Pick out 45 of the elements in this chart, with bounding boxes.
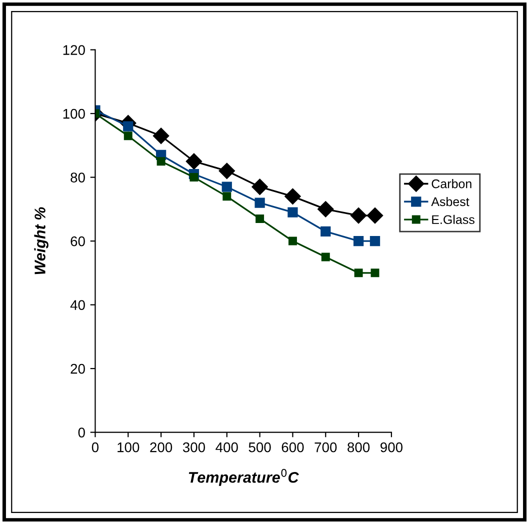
y-tick-label: 20 xyxy=(70,364,85,374)
x-tick-label: 100 xyxy=(118,442,140,452)
point xyxy=(256,214,264,223)
point xyxy=(222,182,232,192)
y-tick-label: 60 xyxy=(70,236,85,246)
point xyxy=(254,198,265,208)
point xyxy=(288,236,297,246)
x-tick-label: 900 xyxy=(380,442,403,452)
x-tick-label: 300 xyxy=(182,442,206,452)
y-axis-title: Weight % xyxy=(34,207,48,274)
x-axis-title: Temperature$^{0}$C xyxy=(188,468,299,486)
point xyxy=(124,132,132,140)
point xyxy=(354,268,363,278)
x-tick-label: 800 xyxy=(348,442,370,452)
point xyxy=(350,207,367,224)
x-tick-label: 700 xyxy=(314,442,337,452)
x-tick-label: 500 xyxy=(248,442,271,452)
y-tick-label: 80 xyxy=(70,172,85,182)
point xyxy=(152,128,170,144)
point xyxy=(288,207,298,218)
point xyxy=(321,252,330,262)
point xyxy=(353,236,364,246)
legend-label: Asbest xyxy=(431,196,470,206)
y-tick-label: 100 xyxy=(63,108,85,119)
point xyxy=(186,153,202,170)
point xyxy=(370,268,380,278)
point xyxy=(318,201,334,218)
point xyxy=(190,173,198,182)
point xyxy=(320,226,331,237)
point xyxy=(218,162,235,179)
x-tick-label: 400 xyxy=(216,442,238,452)
y-tick-label: 40 xyxy=(70,300,85,310)
point xyxy=(370,236,380,246)
y-tick-label: 0 xyxy=(78,428,85,438)
point xyxy=(284,188,301,204)
point xyxy=(222,192,232,201)
x-tick-label: 600 xyxy=(282,442,304,452)
legend-label: Carbon xyxy=(432,179,472,188)
legend-label: E.Glass xyxy=(432,214,474,224)
point xyxy=(252,178,268,195)
point xyxy=(156,157,166,166)
y-tick-label: 120 xyxy=(63,45,85,55)
x-tick-label: 200 xyxy=(150,442,172,452)
point xyxy=(366,207,384,224)
x-tick-label: 0 xyxy=(92,442,99,452)
